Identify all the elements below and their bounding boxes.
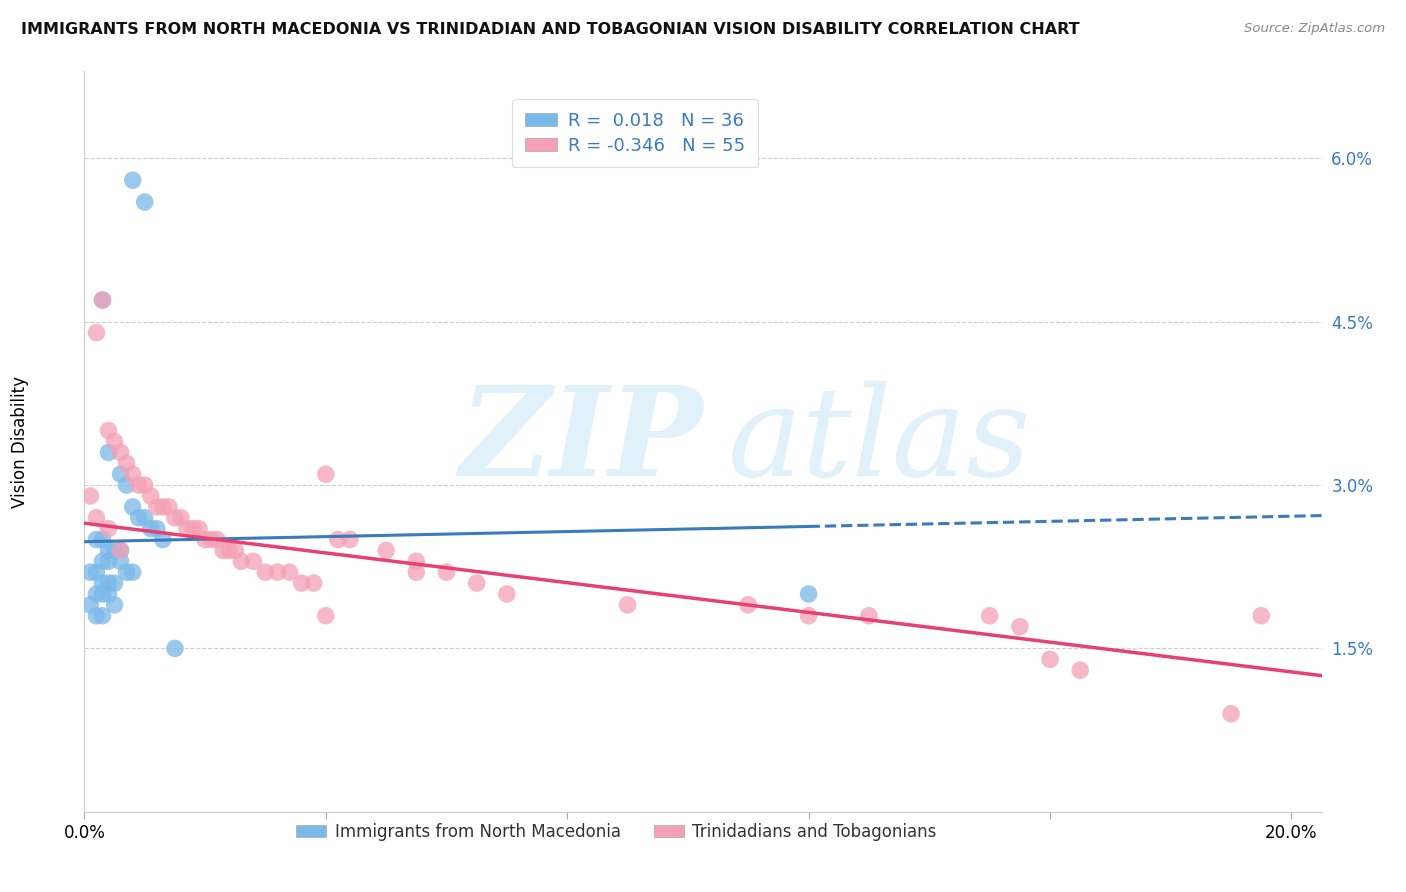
Point xyxy=(134,194,156,209)
Point xyxy=(103,543,125,558)
Legend: Immigrants from North Macedonia, Trinidadians and Tobagonians: Immigrants from North Macedonia, Trinida… xyxy=(290,816,943,847)
Point xyxy=(97,522,120,536)
Point xyxy=(737,598,759,612)
Point xyxy=(79,565,101,579)
Point xyxy=(218,543,240,558)
Point xyxy=(86,533,108,547)
Point xyxy=(291,576,314,591)
Point xyxy=(103,576,125,591)
Point xyxy=(115,456,138,470)
Point xyxy=(302,576,325,591)
Point xyxy=(1250,608,1272,623)
Point xyxy=(128,478,150,492)
Point xyxy=(163,510,186,524)
Point xyxy=(200,533,222,547)
Point xyxy=(266,565,288,579)
Point xyxy=(152,500,174,514)
Point xyxy=(97,576,120,591)
Point xyxy=(163,641,186,656)
Point xyxy=(146,522,169,536)
Point xyxy=(152,533,174,547)
Point xyxy=(242,554,264,568)
Point xyxy=(224,543,246,558)
Point xyxy=(326,533,349,547)
Point xyxy=(797,587,820,601)
Point xyxy=(121,173,143,187)
Text: atlas: atlas xyxy=(728,381,1031,502)
Point xyxy=(858,608,880,623)
Point xyxy=(1069,663,1091,677)
Text: IMMIGRANTS FROM NORTH MACEDONIA VS TRINIDADIAN AND TOBAGONIAN VISION DISABILITY : IMMIGRANTS FROM NORTH MACEDONIA VS TRINI… xyxy=(21,22,1080,37)
Point xyxy=(465,576,488,591)
Point xyxy=(315,467,337,482)
Point xyxy=(176,522,198,536)
Point xyxy=(91,587,114,601)
Point xyxy=(103,598,125,612)
Point xyxy=(139,522,162,536)
Point xyxy=(146,500,169,514)
Point xyxy=(212,543,235,558)
Point xyxy=(194,533,217,547)
Point xyxy=(97,543,120,558)
Point xyxy=(86,326,108,340)
Point xyxy=(1008,619,1031,633)
Point xyxy=(495,587,517,601)
Point xyxy=(97,587,120,601)
Point xyxy=(405,565,427,579)
Point xyxy=(91,533,114,547)
Point xyxy=(405,554,427,568)
Point xyxy=(231,554,253,568)
Point xyxy=(110,543,132,558)
Point xyxy=(79,489,101,503)
Point xyxy=(86,608,108,623)
Point xyxy=(86,510,108,524)
Point xyxy=(170,510,193,524)
Point xyxy=(436,565,458,579)
Point xyxy=(181,522,204,536)
Point xyxy=(139,489,162,503)
Text: ZIP: ZIP xyxy=(460,381,703,502)
Point xyxy=(110,543,132,558)
Point xyxy=(91,608,114,623)
Point xyxy=(91,554,114,568)
Point xyxy=(1039,652,1062,666)
Point xyxy=(134,510,156,524)
Point xyxy=(375,543,398,558)
Point xyxy=(979,608,1001,623)
Point xyxy=(128,510,150,524)
Point xyxy=(188,522,211,536)
Point xyxy=(97,424,120,438)
Point xyxy=(86,565,108,579)
Point xyxy=(79,598,101,612)
Point xyxy=(616,598,638,612)
Point xyxy=(278,565,301,579)
Point xyxy=(134,478,156,492)
Point xyxy=(157,500,180,514)
Y-axis label: Vision Disability: Vision Disability xyxy=(11,376,28,508)
Point xyxy=(1220,706,1243,721)
Point xyxy=(110,467,132,482)
Point xyxy=(110,554,132,568)
Point xyxy=(97,554,120,568)
Point xyxy=(121,500,143,514)
Point xyxy=(91,293,114,307)
Point xyxy=(339,533,361,547)
Point xyxy=(86,587,108,601)
Point xyxy=(121,467,143,482)
Point xyxy=(97,445,120,459)
Point xyxy=(91,293,114,307)
Point xyxy=(115,565,138,579)
Point xyxy=(91,576,114,591)
Point xyxy=(115,478,138,492)
Point xyxy=(110,445,132,459)
Point xyxy=(103,434,125,449)
Point xyxy=(315,608,337,623)
Text: Source: ZipAtlas.com: Source: ZipAtlas.com xyxy=(1244,22,1385,36)
Point xyxy=(254,565,277,579)
Point xyxy=(797,608,820,623)
Point xyxy=(121,565,143,579)
Point xyxy=(205,533,228,547)
